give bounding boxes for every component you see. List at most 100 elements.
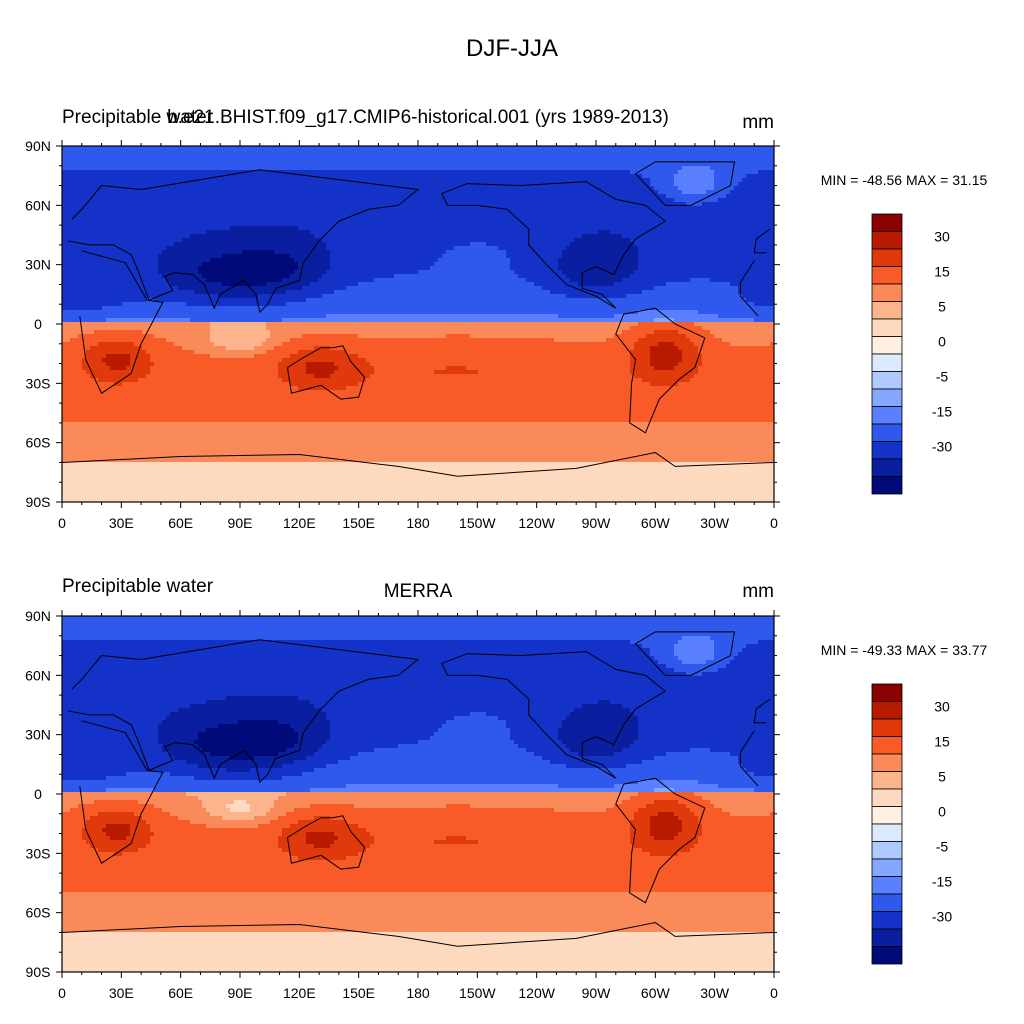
map-cell: [74, 254, 79, 259]
map-cell: [738, 198, 743, 203]
map-cell: [346, 246, 351, 251]
map-cell: [406, 234, 411, 239]
map-cell: [74, 166, 79, 171]
map-cell: [154, 210, 159, 215]
map-cell: [694, 230, 699, 235]
map-cell: [366, 218, 371, 223]
map-cell: [86, 226, 91, 231]
map-cell: [506, 166, 511, 171]
map-cell: [198, 238, 203, 243]
map-cell: [70, 146, 75, 151]
map-cell: [574, 182, 579, 187]
map-cell: [622, 254, 627, 259]
map-cell: [382, 246, 387, 251]
map-cell: [170, 206, 175, 211]
map-cell: [482, 250, 487, 255]
map-cell: [686, 150, 691, 155]
map-cell: [446, 250, 451, 255]
map-cell: [590, 214, 595, 219]
map-cell: [730, 162, 735, 167]
map-cell: [690, 198, 695, 203]
map-cell: [154, 190, 159, 195]
map-cell: [666, 250, 671, 255]
map-cell: [226, 238, 231, 243]
map-cell: [654, 166, 659, 171]
map-cell: [498, 234, 503, 239]
map-cell: [614, 222, 619, 227]
map-cell: [702, 222, 707, 227]
map-cell: [446, 194, 451, 199]
map-cell: [178, 190, 183, 195]
map-cell: [90, 150, 95, 155]
map-cell: [666, 166, 671, 171]
map-cell: [150, 162, 155, 167]
map-cell: [374, 166, 379, 171]
map-cell: [186, 206, 191, 211]
map-cell: [358, 226, 363, 231]
map-cell: [730, 194, 735, 199]
map-cell: [554, 186, 559, 191]
map-cell: [702, 190, 707, 195]
map-cell: [570, 218, 575, 223]
map-cell: [278, 254, 283, 259]
map-cell: [422, 218, 427, 223]
map-cell: [110, 190, 115, 195]
map-cell: [710, 154, 715, 159]
map-cell: [202, 222, 207, 227]
map-cell: [414, 214, 419, 219]
map-cell: [550, 210, 555, 215]
map-cell: [502, 190, 507, 195]
map-cell: [222, 210, 227, 215]
map-cell: [194, 230, 199, 235]
map-cell: [682, 202, 687, 207]
map-cell: [510, 226, 515, 231]
map-cell: [766, 254, 771, 259]
map-cell: [530, 186, 535, 191]
map-cell: [506, 154, 511, 159]
map-cell: [494, 230, 499, 235]
map-cell: [402, 146, 407, 151]
map-cell: [382, 150, 387, 155]
map-cell: [278, 150, 283, 155]
map-cell: [442, 218, 447, 223]
map-cell: [374, 238, 379, 243]
map-cell: [434, 158, 439, 163]
map-cell: [558, 210, 563, 215]
map-cell: [734, 182, 739, 187]
map-cell: [270, 234, 275, 239]
map-cell: [310, 226, 315, 231]
map-cell: [574, 166, 579, 171]
map-cell: [566, 162, 571, 167]
map-cell: [182, 238, 187, 243]
map-cell: [670, 194, 675, 199]
map-cell: [310, 154, 315, 159]
map-cell: [262, 238, 267, 243]
map-cell: [330, 178, 335, 183]
map-cell: [590, 222, 595, 227]
map-cell: [270, 146, 275, 151]
map-cell: [206, 170, 211, 175]
map-cell: [190, 158, 195, 163]
map-cell: [582, 186, 587, 191]
map-cell: [326, 186, 331, 191]
map-cell: [490, 186, 495, 191]
map-cell: [730, 198, 735, 203]
map-cell: [358, 250, 363, 255]
map-cell: [690, 194, 695, 199]
map-cell: [750, 202, 755, 207]
map-cell: [366, 202, 371, 207]
map-cell: [402, 166, 407, 171]
map-cell: [650, 230, 655, 235]
map-cell: [726, 246, 731, 251]
map-cell: [666, 170, 671, 175]
map-cell: [434, 150, 439, 155]
map-cell: [526, 210, 531, 215]
map-cell: [654, 162, 659, 167]
map-cell: [166, 174, 171, 179]
map-cell: [674, 238, 679, 243]
map-cell: [386, 246, 391, 251]
map-cell: [530, 214, 535, 219]
map-cell: [286, 178, 291, 183]
map-cell: [714, 214, 719, 219]
map-cell: [502, 214, 507, 219]
